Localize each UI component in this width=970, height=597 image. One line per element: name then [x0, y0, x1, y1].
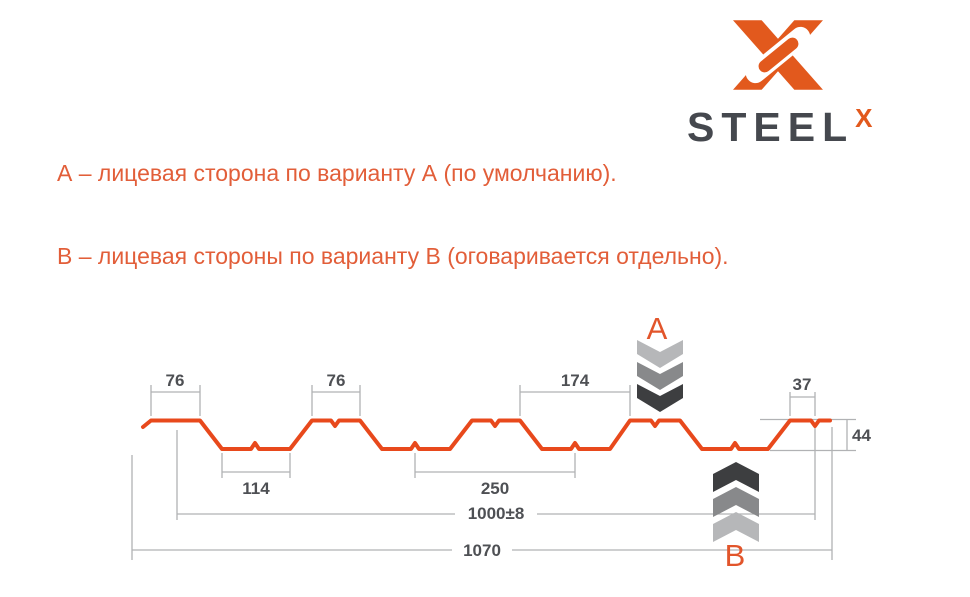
note-variant-a: А – лицевая сторона по варианту А (по ум… — [57, 160, 617, 186]
chevron-down-icon — [637, 340, 683, 412]
chevron-up-icon — [713, 462, 759, 542]
note-variant-b: В – лицевая стороны по варианту В (огова… — [57, 243, 729, 269]
marker-a-letter: A — [647, 311, 668, 346]
dim-flange2-label: 76 — [327, 371, 346, 390]
dim-pitch: 250 — [414, 453, 576, 498]
dim-height: 44 — [760, 418, 871, 452]
marker-b-letter: B — [725, 538, 746, 573]
marker-a: A — [637, 311, 683, 412]
brand-name: STEELX — [687, 103, 873, 151]
dim-flange1: 76 — [150, 371, 201, 416]
brand-superscript-x: X — [855, 103, 873, 133]
dim-edge: 37 — [789, 375, 816, 416]
dim-overall-width-label: 1070 — [463, 541, 501, 560]
dim-opening-label: 174 — [561, 371, 590, 390]
dim-working-width: 1000±8 — [176, 428, 816, 523]
dim-height-label: 44 — [852, 426, 871, 445]
dim-pitch-label: 250 — [481, 479, 509, 498]
brand-text: STEEL — [687, 104, 855, 150]
marker-b: B — [713, 462, 759, 573]
dim-flange1-label: 76 — [166, 371, 185, 390]
steelx-logo-icon — [733, 20, 823, 90]
dim-flange2: 76 — [311, 371, 361, 416]
dim-edge-label: 37 — [793, 375, 812, 394]
dim-opening: 174 — [519, 371, 631, 416]
dim-overall-width: 1070 — [131, 427, 833, 560]
profile-section-line — [141, 418, 832, 451]
dim-valley: 114 — [221, 453, 291, 498]
dim-valley-label: 114 — [242, 479, 270, 498]
dim-working-width-label: 1000±8 — [468, 504, 525, 523]
